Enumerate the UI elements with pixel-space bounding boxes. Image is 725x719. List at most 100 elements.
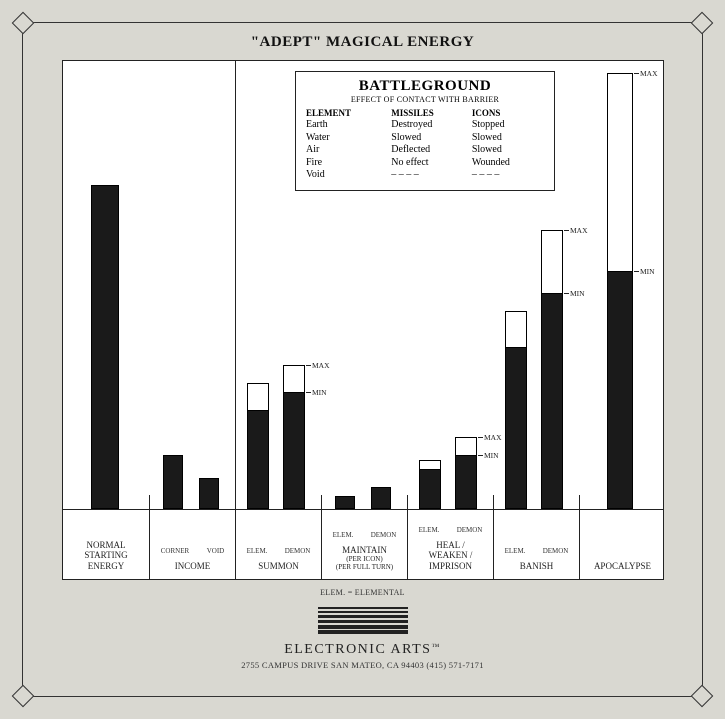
group-separator: [407, 495, 408, 509]
battleground-cell: No effect: [391, 157, 472, 170]
battleground-row: AirDeflectedSlowed: [306, 144, 544, 157]
company-name: ELECTRONIC ARTS™: [0, 642, 725, 658]
battleground-legend: BATTLEGROUND EFFECT OF CONTACT WITH BARR…: [295, 71, 555, 191]
battleground-row: FireNo effectWounded: [306, 157, 544, 170]
battleground-cell: Destroyed: [391, 119, 472, 132]
x-sublabel-pair: ELEM. DEMON: [496, 547, 577, 555]
battleground-title: BATTLEGROUND: [306, 78, 544, 95]
battleground-row: Void– – – –– – – –: [306, 169, 544, 182]
bar: [199, 478, 219, 510]
bar: [455, 455, 477, 509]
battleground-cell: Slowed: [472, 144, 544, 157]
x-label-cell: ELEM. DEMON MAINTAIN(PER ICON)(PER FULL TU…: [321, 510, 407, 579]
x-label: MAINTAIN(PER ICON)(PER FULL TURN): [336, 545, 393, 571]
battleground-col-header: MISSILES: [391, 108, 472, 119]
battleground-row: WaterSlowedSlowed: [306, 132, 544, 145]
bar: [91, 185, 119, 509]
x-sublabel-pair: ELEM. DEMON: [410, 526, 491, 534]
chart-container: BATTLEGROUND EFFECT OF CONTACT WITH BARR…: [62, 60, 664, 580]
max-tick: [306, 365, 311, 366]
battleground-cell: Stopped: [472, 119, 544, 132]
page-title: "ADEPT" MAGICAL ENERGY: [0, 34, 725, 51]
max-tick: [564, 230, 569, 231]
x-label-cell: NORMALSTARTINGENERGY: [63, 510, 149, 579]
bar: [607, 271, 633, 510]
x-sublabel: DEMON: [457, 526, 483, 534]
frame-corner: [691, 685, 714, 708]
x-label: HEAL /WEAKEN /IMPRISON: [429, 540, 473, 571]
frame-corner: [12, 12, 35, 35]
min-tick: [564, 293, 569, 294]
battleground-row: EarthDestroyedStopped: [306, 119, 544, 132]
bar: [371, 487, 391, 510]
x-label: SUMMON: [258, 561, 299, 571]
bar: [247, 410, 269, 509]
chart-footnote: ELEM. = ELEMENTAL: [0, 588, 725, 597]
battleground-cell: Slowed: [472, 132, 544, 145]
min-label: MIN: [640, 267, 655, 276]
x-sublabel-pair: ELEM.DEMON: [238, 547, 319, 555]
publisher-block: ELECTRONIC ARTS™ 2755 CAMPUS DRIVE SAN M…: [0, 605, 725, 670]
x-sublabel: ELEM.: [247, 547, 268, 555]
min-tick: [634, 271, 639, 272]
battleground-cell: Void: [306, 169, 391, 182]
battleground-subtitle: EFFECT OF CONTACT WITH BARRIER: [306, 95, 544, 104]
max-label: MAX: [484, 433, 502, 442]
trademark: ™: [431, 642, 440, 651]
bar: [419, 469, 441, 510]
min-label: MIN: [484, 451, 499, 460]
group-separator: [149, 495, 150, 509]
x-label: APOCALYPSE: [594, 561, 651, 571]
battleground-col-header: ICONS: [472, 108, 544, 119]
bar: [283, 392, 305, 509]
battleground-cell: – – – –: [472, 169, 544, 182]
max-tick: [478, 437, 483, 438]
chart-x-labels: NORMALSTARTINGENERGYCORNERVOIDINCOMEELEM…: [63, 509, 663, 579]
x-sublabel-pair: CORNER VOID: [152, 547, 233, 555]
x-label: BANISH: [520, 561, 554, 571]
x-sublabel: ELEM.: [505, 547, 526, 555]
max-label: MAX: [570, 226, 588, 235]
x-sublabel: DEMON: [371, 531, 397, 539]
x-sublabel: ELEM.: [419, 526, 440, 534]
battleground-cell: Fire: [306, 157, 391, 170]
bar: [335, 496, 355, 510]
x-label-cell: ELEM. DEMON HEAL /WEAKEN /IMPRISON: [407, 510, 493, 579]
battleground-cell: – – – –: [391, 169, 472, 182]
chart-plot: BATTLEGROUND EFFECT OF CONTACT WITH BARR…: [63, 61, 663, 509]
x-sublabel: ELEM.: [333, 531, 354, 539]
bar: [541, 293, 563, 509]
min-label: MIN: [312, 388, 327, 397]
min-label: MIN: [570, 289, 585, 298]
group-separator: [321, 495, 322, 509]
ea-logo-icon: [318, 605, 408, 633]
battleground-cell: Water: [306, 132, 391, 145]
x-label-cell: APOCALYPSE: [579, 510, 665, 579]
company-name-text: ELECTRONIC ARTS: [284, 642, 431, 657]
frame-corner: [691, 12, 714, 35]
x-sublabel: CORNER: [161, 547, 189, 555]
company-address: 2755 CAMPUS DRIVE SAN MATEO, CA 94403 (4…: [0, 660, 725, 670]
group-separator: [579, 495, 580, 509]
min-tick: [478, 455, 483, 456]
x-label-cell: ELEM.DEMON SUMMON: [235, 510, 321, 579]
max-label: MAX: [312, 361, 330, 370]
x-sublabel: DEMON: [543, 547, 569, 555]
battleground-cell: Deflected: [391, 144, 472, 157]
x-label-cell: CORNERVOIDINCOME: [149, 510, 235, 579]
battleground-cell: Air: [306, 144, 391, 157]
battleground-col-header: ELEMENT: [306, 108, 391, 119]
max-tick: [634, 73, 639, 74]
bar: [505, 347, 527, 509]
battleground-cell: Slowed: [391, 132, 472, 145]
x-sublabel: VOID: [207, 547, 225, 555]
group-separator: [493, 495, 494, 509]
frame-corner: [12, 685, 35, 708]
battleground-cell: Earth: [306, 119, 391, 132]
max-label: MAX: [640, 69, 658, 78]
min-tick: [306, 392, 311, 393]
group-separator: [235, 61, 236, 509]
bar: [163, 455, 183, 509]
x-label: NORMALSTARTINGENERGY: [84, 540, 127, 571]
battleground-cell: Wounded: [472, 157, 544, 170]
